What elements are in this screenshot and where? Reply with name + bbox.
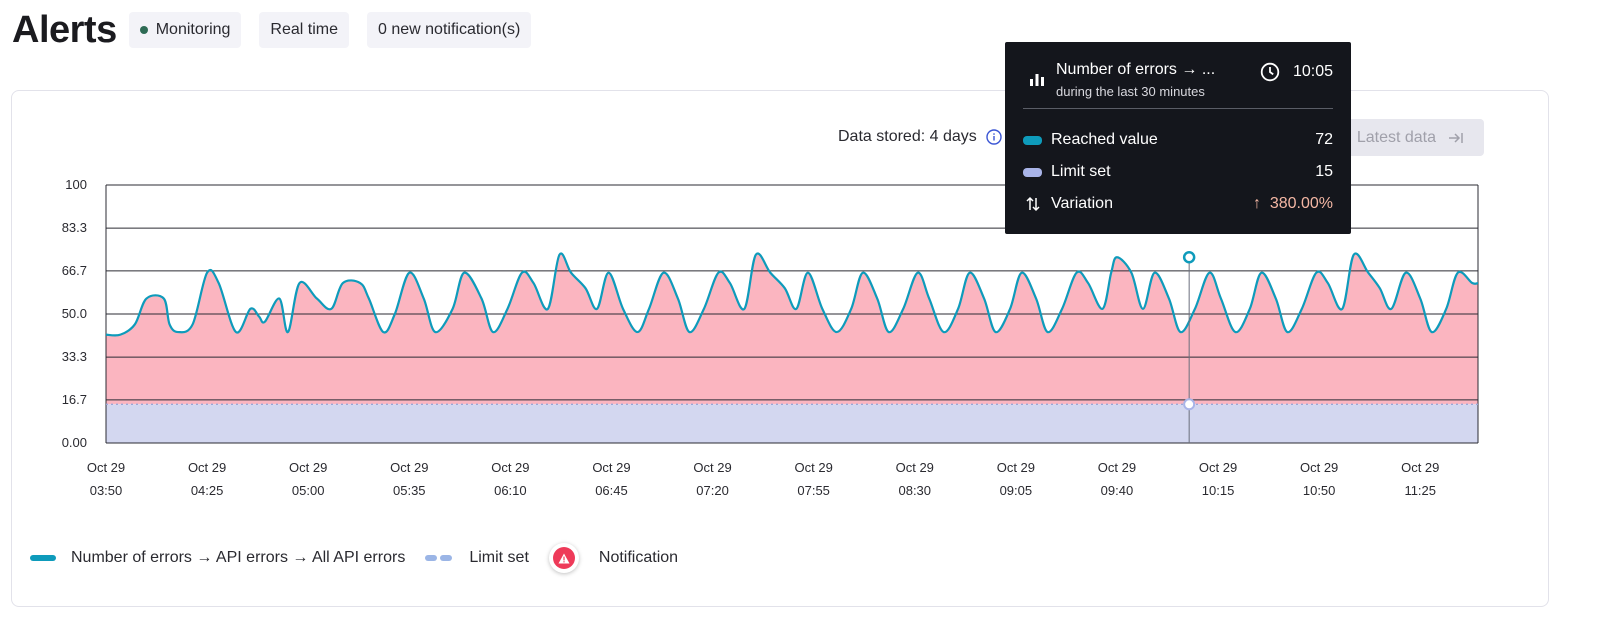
highlight-point — [1182, 250, 1196, 264]
tooltip-row-reached: Reached value 72 — [1023, 124, 1333, 156]
info-icon[interactable] — [986, 129, 1002, 145]
data-stored-info: Data stored: 4 days — [838, 128, 1002, 146]
monitoring-status-badge[interactable]: Monitoring — [128, 12, 242, 48]
tooltip-title: Number of errors → ... — [1056, 61, 1216, 78]
variation-percent: 380.00% — [1269, 195, 1333, 212]
tooltip-subtitle: during the last 30 minutes — [1056, 84, 1205, 99]
x-tick-time: 09:40 — [1101, 483, 1134, 498]
y-tick-label: 50.0 — [62, 306, 87, 321]
legend-limit-label: Limit set — [469, 549, 529, 566]
legend-notification-label: Notification — [598, 549, 679, 566]
notifications-badge[interactable]: 0 new notification(s) — [367, 12, 532, 48]
page-title: Alerts — [12, 8, 117, 51]
x-tick-time: 10:50 — [1303, 483, 1336, 498]
latest-data-button[interactable]: Latest data — [1336, 119, 1484, 156]
x-tick-date: Oct 29 — [1098, 460, 1136, 475]
tooltip-row-variation: Variation ↑ 380.00% — [1023, 188, 1333, 220]
x-tick-time: 07:55 — [797, 483, 830, 498]
status-label: Monitoring — [155, 21, 231, 38]
y-tick-label: 0.00 — [62, 435, 87, 450]
highlight-limit-point — [1183, 398, 1196, 411]
reached-label: Reached value — [1051, 131, 1158, 148]
x-tick-date: Oct 29 — [896, 460, 934, 475]
x-tick-time: 07:20 — [696, 483, 729, 498]
series-swatch-icon — [30, 555, 56, 561]
x-tick-date: Oct 29 — [390, 460, 428, 475]
x-tick-time: 10:15 — [1202, 483, 1235, 498]
x-tick-date: Oct 29 — [795, 460, 833, 475]
tooltip-rows: Reached value 72 Limit set 15 Variation … — [1023, 109, 1333, 220]
notifications-label: 0 new notification(s) — [378, 21, 521, 38]
y-tick-label: 16.7 — [62, 392, 87, 407]
jump-to-end-icon — [1449, 132, 1463, 143]
legend-item-notification[interactable]: Notification — [548, 543, 679, 573]
legend-item-series[interactable]: Number of errors → API errors → All API … — [30, 549, 405, 567]
limit-swatch-icon — [425, 555, 455, 561]
y-tick-label: 66.7 — [62, 263, 87, 278]
variation-value: ↑ 380.00% — [1253, 195, 1333, 213]
x-tick-date: Oct 29 — [1401, 460, 1439, 475]
legend-series-label: Number of errors → API errors → All API … — [71, 549, 406, 566]
limit-swatch-icon — [1023, 167, 1042, 177]
x-tick-date: Oct 29 — [592, 460, 630, 475]
real-time-badge[interactable]: Real time — [259, 12, 349, 48]
bar-chart-icon — [1030, 74, 1044, 86]
status-dot-icon — [139, 26, 148, 34]
series-line — [105, 252, 1479, 337]
x-tick-time: 08:30 — [898, 483, 931, 498]
data-stored-label: Data stored: 4 days — [838, 128, 977, 145]
x-tick-date: Oct 29 — [1199, 460, 1237, 475]
x-tick-time: 05:35 — [393, 483, 426, 498]
x-tick-date: Oct 29 — [693, 460, 731, 475]
tooltip-time: 10:05 — [1292, 63, 1333, 80]
tooltip-row-limit: Limit set 15 — [1023, 156, 1333, 188]
reached-value: 72 — [1315, 131, 1333, 148]
limit-label: Limit set — [1051, 163, 1111, 180]
y-tick-label: 83.3 — [62, 220, 87, 235]
x-tick-time: 11:25 — [1404, 483, 1436, 498]
reached-swatch-icon — [1023, 135, 1042, 145]
swap-vertical-icon — [1023, 196, 1042, 212]
x-tick-time: 05:00 — [292, 483, 325, 498]
x-tick-time: 06:45 — [595, 483, 628, 498]
x-tick-date: Oct 29 — [188, 460, 226, 475]
x-tick-time: 04:25 — [191, 483, 224, 498]
notification-warning-icon — [548, 543, 579, 573]
x-tick-date: Oct 29 — [87, 460, 125, 475]
limit-area — [106, 404, 1478, 443]
limit-value: 15 — [1315, 163, 1333, 180]
variation-label: Variation — [1051, 195, 1113, 212]
legend-item-limit[interactable]: Limit set — [425, 549, 529, 567]
tooltip-header: Number of errors → ... during the last 3… — [1023, 42, 1333, 109]
data-point-tooltip: Number of errors → ... during the last 3… — [1005, 42, 1351, 234]
chart-legend: Number of errors → API errors → All API … — [30, 543, 698, 573]
y-tick-label: 100 — [65, 177, 87, 192]
x-tick-date: Oct 29 — [1300, 460, 1338, 475]
x-tick-date: Oct 29 — [491, 460, 529, 475]
x-tick-time: 03:50 — [90, 483, 123, 498]
x-tick-date: Oct 29 — [997, 460, 1035, 475]
latest-data-label: Latest data — [1356, 128, 1436, 146]
x-tick-time: 09:05 — [1000, 483, 1033, 498]
y-tick-label: 33.3 — [62, 349, 87, 364]
clock-icon — [1260, 62, 1280, 82]
real-time-label: Real time — [270, 21, 338, 38]
series-area — [106, 253, 1478, 405]
page-header: Alerts Monitoring Real time 0 new notifi… — [12, 8, 549, 51]
variation-arrow-icon: ↑ — [1252, 195, 1261, 212]
x-tick-time: 06:10 — [494, 483, 527, 498]
x-tick-date: Oct 29 — [289, 460, 327, 475]
